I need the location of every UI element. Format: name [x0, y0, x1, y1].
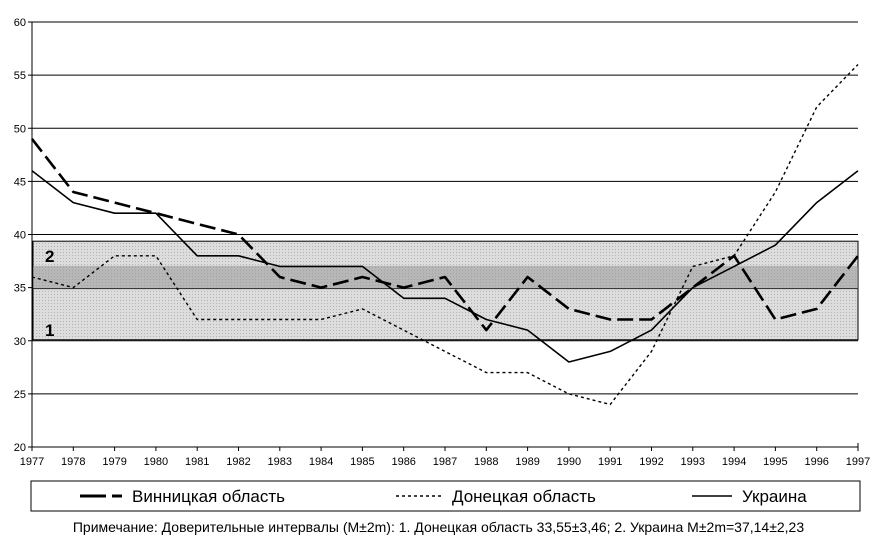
x-tick-label: 1985: [350, 456, 374, 468]
band-label-1: 1: [45, 321, 54, 340]
x-tick-label: 1996: [804, 456, 828, 468]
x-tick-label: 1992: [639, 456, 663, 468]
series-line-1: [30, 138, 860, 332]
x-tick-label: 1989: [515, 456, 539, 468]
legend-label-1: Винницкая область: [132, 487, 285, 506]
x-tick-label: 1991: [598, 456, 622, 468]
x-tick-label: 1983: [268, 456, 292, 468]
x-tick-label: 1982: [226, 456, 250, 468]
x-tick-label: 1987: [433, 456, 457, 468]
y-tick-label: 55: [14, 70, 26, 82]
legend: Винницкая область Донецкая область Украина: [30, 480, 861, 512]
x-tick-label: 1981: [185, 456, 209, 468]
y-tick-label: 30: [14, 336, 26, 348]
y-tick-label: 35: [14, 283, 26, 295]
x-tick-label: 1993: [681, 456, 705, 468]
x-tick-label: 1995: [763, 456, 787, 468]
x-tick-label: 1978: [61, 456, 85, 468]
x-tick-label: 1986: [391, 456, 415, 468]
y-tick-label: 60: [14, 17, 26, 29]
y-tick-label: 50: [14, 123, 26, 135]
series-line-3: [31, 170, 859, 363]
y-tick-label: 25: [14, 389, 26, 401]
y-tick-label: 40: [14, 230, 26, 242]
legend-label-2: Донецкая область: [452, 487, 596, 506]
x-tick-label: 1979: [102, 456, 126, 468]
x-tick-label: 1990: [557, 456, 581, 468]
axes: [28, 21, 859, 451]
x-tick-label: 1977: [20, 456, 44, 468]
x-tick-label: 1988: [474, 456, 498, 468]
band-label-2: 2: [45, 247, 54, 266]
y-tick-label: 45: [14, 176, 26, 188]
confidence-bands: 21: [32, 240, 859, 341]
y-tick-label: 20: [14, 442, 26, 454]
tick-labels: 20 25 30 35 40 45 50 55 60 1977 1978 1979 1980 1981 19…: [14, 17, 870, 468]
x-tick-label: 1997: [846, 456, 870, 468]
x-tick-label: 1994: [722, 456, 746, 468]
chart-note: Примечание: Доверительные интервалы (М±2…: [72, 519, 805, 535]
series-lines: [30, 64, 860, 406]
x-tick-label: 1980: [144, 456, 168, 468]
x-tick-label: 1984: [309, 456, 333, 468]
legend-label-3: Украина: [742, 487, 807, 506]
